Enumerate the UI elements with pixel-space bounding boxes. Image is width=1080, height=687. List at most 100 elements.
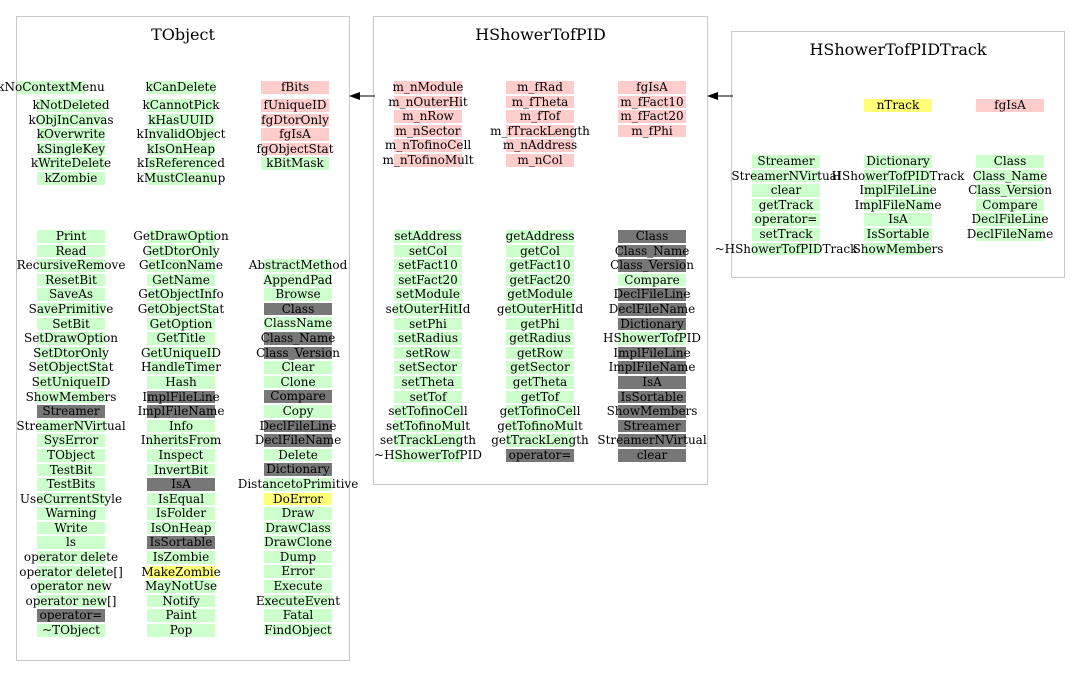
member-label: Class_Name: [260, 330, 336, 345]
member-highlight: [618, 244, 686, 258]
member-label: operator delete: [23, 550, 119, 565]
member-label: operator=: [508, 447, 572, 462]
member-label: setTofinoCell: [388, 404, 468, 419]
class-member-entry: operator=: [752, 212, 820, 227]
member-highlight: [147, 142, 215, 156]
member-label: Class: [281, 301, 315, 316]
member-label: Error: [281, 564, 315, 579]
member-label: DeclFileName: [966, 226, 1054, 241]
class-member-entry: setFact10: [394, 258, 462, 273]
class-member-entry: ~HShowerTofPID: [374, 448, 482, 463]
member-label: setCol: [408, 243, 448, 258]
member-highlight: [147, 288, 215, 301]
member-highlight: [147, 244, 215, 258]
class-member-entry: GetOption: [147, 316, 215, 332]
member-highlight: [37, 624, 105, 637]
member-label: UseCurrentStyle: [19, 491, 123, 506]
class-member-entry: operator=: [506, 447, 574, 463]
member-label: IsFolder: [155, 506, 207, 521]
class-member-entry: Class_Version: [968, 183, 1052, 198]
member-highlight: [37, 448, 105, 462]
member-label: operator delete[]: [19, 564, 123, 579]
member-label: GetOption: [149, 316, 213, 331]
member-highlight: [147, 419, 215, 433]
member-highlight: [506, 81, 574, 94]
member-label: DrawClass: [265, 520, 331, 535]
class-member-entry: setTofinoCell: [388, 404, 467, 419]
member-highlight: [264, 507, 332, 520]
member-highlight: [864, 242, 932, 256]
member-label: Class_Name: [972, 168, 1048, 183]
member-highlight: [37, 536, 105, 550]
class-member-entry: ls: [37, 535, 105, 550]
member-highlight: [618, 405, 686, 418]
member-highlight: [506, 153, 574, 167]
member-highlight: [618, 259, 686, 272]
member-highlight: [506, 405, 574, 418]
member-highlight: [37, 332, 105, 345]
class-member-entry: fgDtorOnly: [261, 113, 329, 128]
class-member-entry: GetObjectInfo: [138, 287, 224, 302]
member-highlight: [37, 565, 105, 579]
member-label: DeclFileName: [254, 433, 342, 448]
member-label: kZombie: [44, 170, 98, 185]
member-highlight: [37, 230, 105, 243]
member-highlight: [264, 317, 332, 330]
member-label: InheritsFrom: [140, 433, 222, 448]
member-label: GetIconName: [138, 258, 224, 273]
member-highlight: [37, 346, 105, 360]
class-member-entry: nTrack: [864, 98, 932, 113]
member-highlight: [618, 288, 686, 301]
member-highlight: [147, 157, 215, 170]
class-member-entry: m_fPhi: [618, 124, 686, 139]
member-label: Paint: [165, 608, 197, 623]
member-highlight: [264, 259, 332, 272]
class-member-entry: TestBit: [37, 463, 105, 478]
class-member-entry: Class: [976, 154, 1044, 169]
member-label: Execute: [273, 579, 323, 594]
member-label: DoError: [272, 491, 324, 506]
class-member-entry: m_fRad: [506, 80, 574, 95]
member-label: SetDtorOnly: [33, 345, 109, 360]
class-member-entry: Class_Name: [261, 331, 336, 346]
member-label: Compare: [624, 272, 680, 287]
member-highlight: [147, 624, 215, 637]
member-label: ShowMembers: [852, 241, 944, 256]
member-highlight: [147, 478, 215, 491]
class-member-entry: Pop: [147, 623, 215, 638]
class-member-entry: Info: [147, 419, 215, 434]
class-member-entry: Class_Name: [615, 244, 690, 259]
class-member-entry: IsA: [147, 477, 215, 492]
member-label: Streamer: [42, 404, 100, 419]
member-highlight: [37, 609, 105, 623]
class-member-entry: operator=: [37, 608, 105, 623]
class-member-entry: kZombie: [37, 170, 105, 186]
member-highlight: [37, 317, 105, 331]
member-label: Class_Version: [968, 183, 1052, 198]
member-label: Class: [993, 154, 1027, 168]
member-label: kCanDelete: [145, 80, 217, 94]
class-member-entry: AppendPad: [264, 273, 333, 288]
member-highlight: [264, 331, 332, 345]
class-member-entry: DeclFileLine: [971, 212, 1048, 227]
class-member-entry: SetDrawOption: [24, 331, 118, 346]
member-label: Dictionary: [866, 154, 930, 168]
member-label: TestBits: [46, 477, 96, 492]
member-highlight: [506, 259, 574, 272]
member-label: m_nCol: [517, 152, 563, 167]
member-highlight: [147, 565, 215, 579]
member-highlight: [37, 551, 105, 564]
class-member-entry: Paint: [147, 608, 215, 623]
class-member-entry: IsA: [864, 212, 932, 227]
member-highlight: [264, 346, 332, 360]
member-label: setTrack: [759, 226, 813, 241]
class-member-entry: kInvalidObject: [137, 127, 226, 142]
class-member-entry: fgIsA: [618, 80, 686, 95]
member-highlight: [37, 507, 105, 520]
class-member-entry: operator new[]: [26, 594, 117, 609]
member-highlight: [264, 565, 332, 579]
member-highlight: [394, 332, 462, 345]
member-label: setTheta: [401, 374, 455, 389]
member-label: TObject: [47, 447, 95, 462]
hshowertofpid-class-box: HShowerTofPID m_nModule m_nOuterHit m_nRow…: [373, 16, 708, 485]
